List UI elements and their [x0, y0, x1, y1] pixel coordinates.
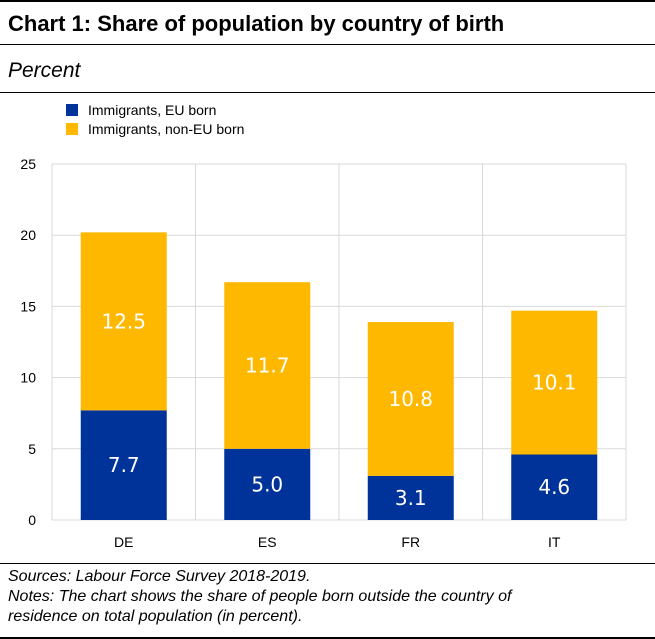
x-axis-ticks: DE ES FR IT [114, 534, 561, 550]
data-label-es-series-2: 11.7 [245, 353, 290, 377]
title-bar: Chart 1: Share of population by country … [0, 0, 655, 45]
data-label-it-series-1: 4.6 [538, 475, 570, 499]
data-label-fr-series-1: 3.1 [395, 486, 427, 510]
legend: Immigrants, EU born Immigrants, non-EU bo… [66, 102, 244, 137]
sources-note: Sources: Labour Force Survey 2018-2019. [8, 568, 311, 585]
y-tick-label: 15 [20, 298, 36, 314]
y-tick-label: 20 [20, 227, 36, 243]
bars: 7.7 12.5 5.0 11.7 3.1 10.8 4.6 10.1 [80, 232, 598, 520]
legend-swatch-2 [66, 123, 78, 135]
bar-es-series-1 [224, 448, 311, 520]
stacked-bar-chart: Immigrants, EU born Immigrants, non-EU bo… [20, 102, 627, 550]
legend-label-2: Immigrants, non-EU born [88, 121, 244, 137]
y-axis-ticks: 0 5 10 15 20 25 [20, 156, 36, 528]
x-tick-label-fr: FR [401, 534, 420, 550]
data-label-it-series-2: 10.1 [532, 371, 577, 395]
bar-it-series-1 [511, 454, 598, 520]
data-label-de-series-2: 12.5 [101, 309, 146, 333]
bar-de-series-2 [80, 232, 167, 411]
data-label-es-series-1: 5.0 [251, 472, 283, 496]
bar-fr-series-2 [367, 322, 454, 476]
y-tick-label: 5 [28, 441, 36, 457]
x-tick-label-es: ES [258, 534, 277, 550]
bar-it-series-2 [511, 310, 598, 455]
legend-swatch-1 [66, 104, 78, 116]
chart-subtitle: Percent [8, 59, 81, 82]
data-label-fr-series-2: 10.8 [388, 387, 433, 411]
x-tick-label-it: IT [548, 534, 561, 550]
bar-de-series-1 [80, 410, 167, 520]
data-label-de-series-1: 7.7 [108, 453, 140, 477]
bar-fr-series-1 [367, 475, 454, 520]
y-tick-label: 0 [28, 512, 36, 528]
notes-line-2: residence on total population (in percen… [8, 608, 303, 625]
chart-title: Chart 1: Share of population by country … [8, 11, 505, 36]
notes-line-1: Notes: The chart shows the share of peop… [8, 588, 512, 605]
y-tick-label: 10 [20, 370, 36, 386]
x-tick-label-de: DE [114, 534, 133, 550]
bar-es-series-2 [224, 282, 311, 449]
legend-label-1: Immigrants, EU born [88, 102, 216, 118]
subtitle-bar: Percent [0, 45, 655, 93]
y-tick-label: 25 [20, 156, 36, 172]
footer: Sources: Labour Force Survey 2018-2019. … [0, 563, 655, 639]
